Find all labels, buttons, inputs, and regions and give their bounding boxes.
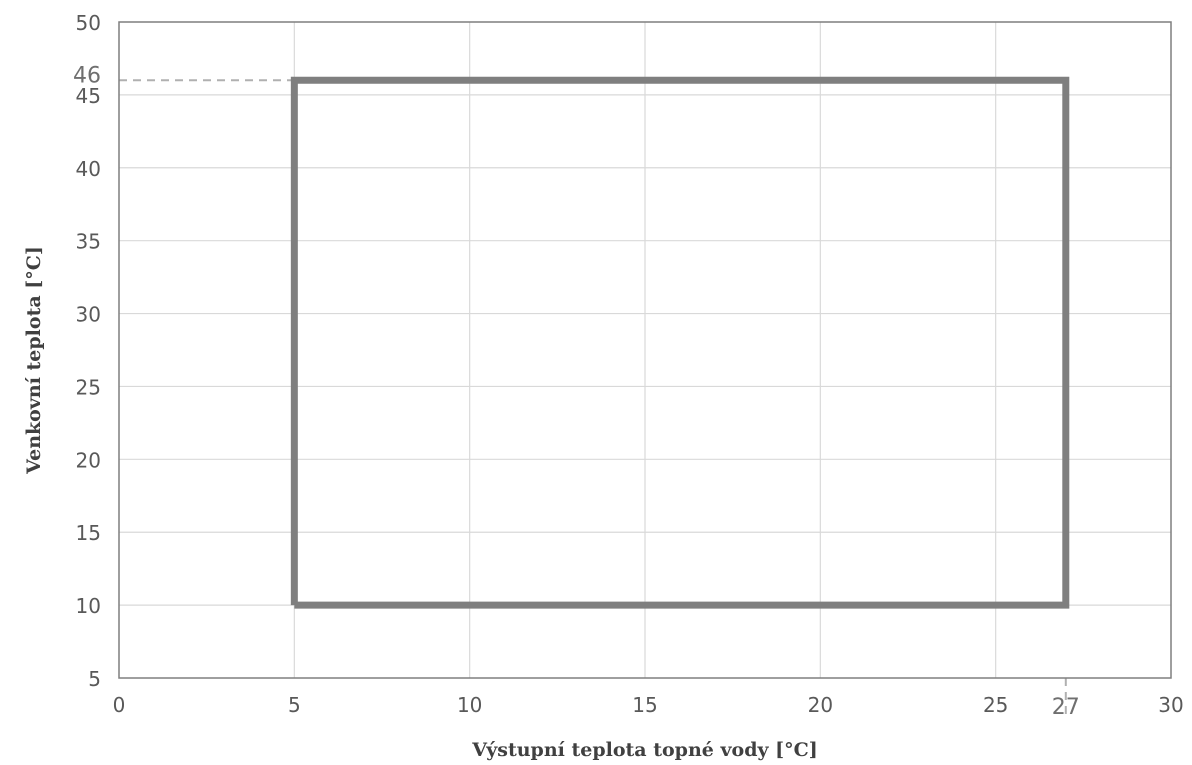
y-tick-label-50: 50 (76, 11, 101, 35)
y-tick-label-15: 15 (76, 521, 101, 545)
x-tick-label-30: 30 (1158, 693, 1183, 717)
x-tick-labels: 0 5 10 15 20 25 30 (113, 693, 1184, 717)
y-tick-label-20: 20 (76, 448, 101, 472)
x-tick-label-0: 0 (113, 693, 126, 717)
y-tick-label-10: 10 (76, 594, 101, 618)
x-tick-label-5: 5 (288, 693, 301, 717)
plot-frame (118, 21, 1172, 679)
x-axis-title: Výstupní teplota topné vody [°C] (471, 739, 817, 761)
y-tick-label-30: 30 (76, 303, 101, 327)
reference-label-x-27: 27 (1052, 695, 1080, 720)
series-layer (290, 76, 1070, 609)
y-tick-label-25: 25 (76, 375, 101, 399)
y-tick-label-40: 40 (76, 157, 101, 181)
gridlines (119, 22, 1171, 678)
reference-labels: 46 27 (73, 63, 1080, 720)
y-axis-title: Venkovní teplota [°C] (23, 246, 45, 475)
y-tick-labels: 5 10 15 20 25 30 35 40 45 50 (76, 11, 101, 691)
reference-lines (119, 79, 1067, 718)
x-tick-label-15: 15 (632, 693, 657, 717)
series-line-0 (290, 76, 1070, 609)
y-tick-label-45: 45 (76, 84, 101, 108)
y-tick-label-5: 5 (88, 667, 101, 691)
x-tick-label-10: 10 (457, 693, 482, 717)
x-tick-label-20: 20 (808, 693, 833, 717)
y-tick-label-35: 35 (76, 230, 101, 254)
reference-label-y-46: 46 (73, 63, 101, 88)
x-tick-label-25: 25 (983, 693, 1008, 717)
